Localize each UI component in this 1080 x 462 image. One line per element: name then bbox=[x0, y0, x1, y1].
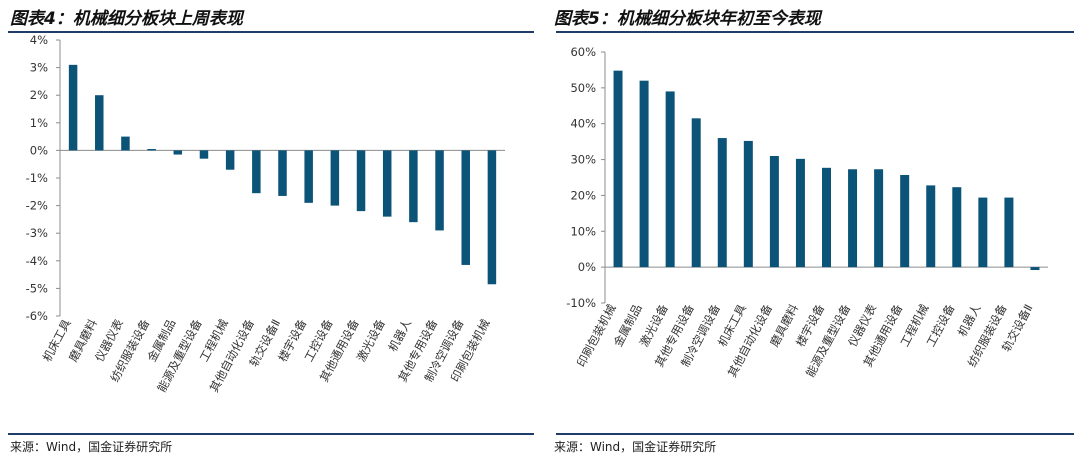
bar bbox=[848, 169, 858, 268]
category-label: 机器人 bbox=[385, 316, 414, 353]
y-tick-label: 0% bbox=[30, 143, 48, 157]
y-tick-label: 10% bbox=[570, 224, 596, 238]
bar bbox=[121, 136, 130, 151]
y-tick-label: 0% bbox=[578, 260, 596, 274]
bar bbox=[409, 150, 418, 223]
bar bbox=[356, 150, 366, 212]
bar bbox=[304, 150, 313, 203]
bar bbox=[95, 95, 104, 151]
chart-title-weekly: 图表4：机械细分板块上周表现 bbox=[10, 9, 243, 29]
chart-title-ytd: 图表5：机械细分板块年初至今表现 bbox=[554, 9, 821, 29]
y-tick-label: 50% bbox=[570, 81, 596, 95]
bar bbox=[665, 91, 675, 268]
y-tick-label: 60% bbox=[570, 45, 596, 59]
y-tick-label: 20% bbox=[570, 188, 596, 202]
y-tick-label: -10% bbox=[566, 296, 596, 310]
y-tick-label: 2% bbox=[30, 88, 48, 102]
source-note: 来源：Wind，国金证券研究所 bbox=[554, 440, 717, 454]
bar bbox=[952, 187, 962, 268]
y-tick-label: 30% bbox=[570, 153, 596, 167]
weekly-performance-panel: 图表4：机械细分板块上周表现 4% 3% 2% 1% 0% -1% -2% -3% -4% -5%… bbox=[8, 9, 534, 454]
bar bbox=[926, 185, 936, 268]
bar bbox=[1030, 267, 1040, 271]
title-rule bbox=[8, 31, 534, 33]
category-label: 印刷包装机械 bbox=[574, 301, 619, 369]
weekly-bar-chart: 4%3%2%1%0%-1%-2%-3%-4%-5%-6%机床工具磨具磨料仪器仪表… bbox=[26, 33, 505, 394]
y-tick-label: -3% bbox=[26, 226, 48, 240]
bar bbox=[173, 150, 183, 155]
bar bbox=[769, 155, 779, 268]
bar bbox=[278, 150, 287, 196]
y-tick-label: 3% bbox=[30, 61, 48, 75]
source-rule bbox=[556, 433, 1074, 435]
bar bbox=[613, 70, 623, 268]
bar bbox=[330, 150, 340, 206]
y-tick-label: 4% bbox=[30, 33, 48, 47]
bar bbox=[487, 150, 497, 285]
y-tick-label: -6% bbox=[26, 309, 48, 323]
bar bbox=[147, 149, 156, 151]
source-rule bbox=[8, 433, 534, 435]
bar bbox=[978, 197, 988, 268]
y-tick-label: -1% bbox=[26, 171, 48, 185]
bar bbox=[1004, 197, 1014, 268]
y-tick-label: 1% bbox=[30, 116, 48, 130]
bar bbox=[225, 150, 235, 170]
bar bbox=[900, 174, 910, 268]
bar bbox=[382, 150, 392, 217]
bar bbox=[199, 150, 209, 159]
y-tick-label: -5% bbox=[26, 281, 48, 295]
bar bbox=[639, 80, 649, 268]
bar bbox=[691, 118, 701, 268]
source-note: 来源：Wind，国金证券研究所 bbox=[10, 440, 173, 454]
bar bbox=[743, 140, 753, 268]
bar bbox=[252, 150, 261, 194]
title-rule bbox=[556, 31, 1074, 33]
bar bbox=[68, 64, 78, 151]
bar bbox=[874, 169, 884, 268]
bar bbox=[795, 158, 805, 268]
y-tick-label: -2% bbox=[26, 199, 48, 213]
bar bbox=[822, 167, 831, 268]
bar bbox=[435, 150, 444, 231]
ytd-performance-panel: 图表5：机械细分板块年初至今表现 60% 50% 40% 30% 20% 10% 0% -10… bbox=[548, 0, 1080, 462]
ytd-bar-chart: 60%50%40%30%20%10%0%-10%印刷包装机械金属制品激光设备其他… bbox=[566, 45, 1048, 379]
bar bbox=[461, 150, 470, 265]
y-tick-label: 40% bbox=[570, 117, 596, 131]
bar bbox=[717, 138, 727, 268]
y-tick-label: -4% bbox=[26, 254, 48, 268]
